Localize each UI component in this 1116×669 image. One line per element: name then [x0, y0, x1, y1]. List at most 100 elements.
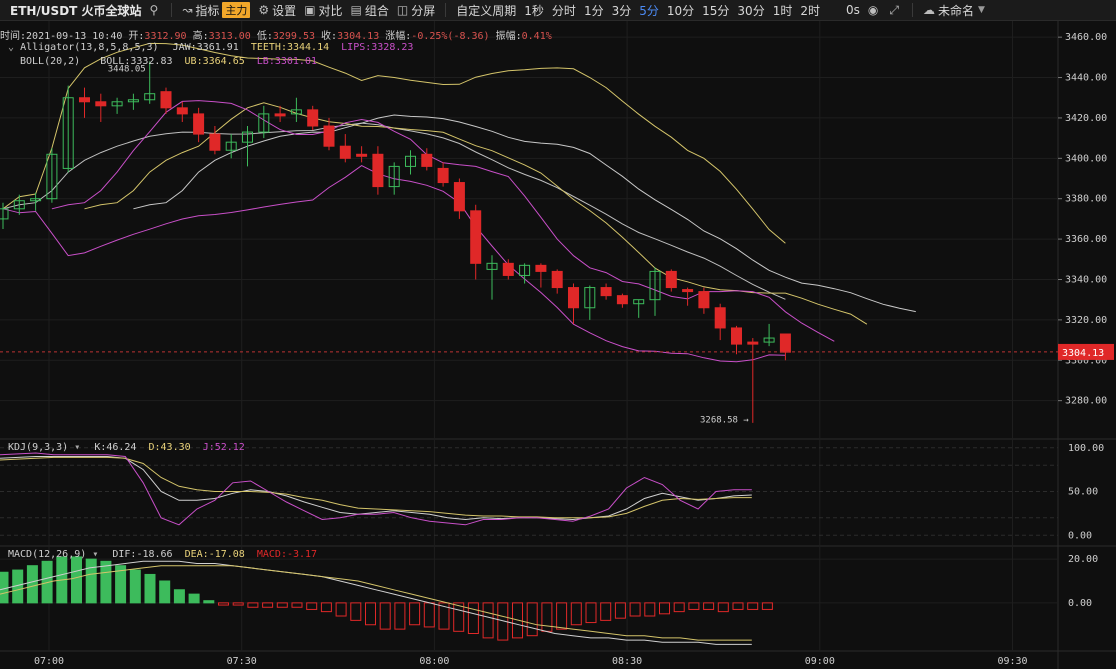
timeframe-2h[interactable]: 2时	[800, 3, 820, 18]
macd-legend: MACD(12,26,9) ▾ DIF:-18.66 DEA:-17.08 MA…	[8, 549, 317, 560]
candle-body	[519, 264, 531, 276]
candle-body	[616, 295, 628, 305]
settings-label: 设置	[272, 3, 297, 18]
macd-histogram-bar	[129, 569, 141, 604]
timeframe-1m[interactable]: 1分	[583, 3, 604, 18]
candle-body	[209, 133, 221, 151]
low-label: 低:	[256, 31, 273, 42]
alligator-teeth: TEETH:3344.14	[250, 42, 330, 53]
macd-histogram-bar	[703, 602, 715, 610]
candle-body	[290, 109, 302, 115]
kdj-menu-icon[interactable]: ▾	[74, 442, 81, 453]
timeframe-30m[interactable]: 30分	[737, 3, 765, 18]
timeframe-line[interactable]: 分时	[551, 3, 576, 18]
split-screen-label: 分屏	[411, 3, 436, 18]
macd-histogram-bar	[600, 602, 612, 621]
macd-histogram-bar	[467, 602, 479, 634]
candle-body	[13, 200, 25, 210]
boll-legend: BOLL(20,2) BOLL:3332.83 UB:3364.65 LB:33…	[20, 56, 317, 67]
macd-value: MACD:-3.17	[256, 549, 318, 560]
low-annotation: 3268.58 →	[700, 416, 749, 426]
screenshot-button[interactable]: ◉	[864, 0, 885, 20]
settings-button[interactable]: ⚙ 设置	[254, 0, 300, 20]
macd-histogram-bar	[26, 565, 38, 604]
candle-body	[437, 167, 449, 184]
kdj-d: D:43.30	[148, 442, 191, 453]
indicator-button[interactable]: ↝ 指标 主力	[178, 0, 254, 20]
timeframe-15m[interactable]: 15分	[702, 3, 730, 18]
macd-histogram-bar	[379, 602, 391, 630]
macd-histogram-bar	[247, 602, 259, 608]
macd-histogram-bar	[732, 602, 744, 610]
macd-histogram-bar	[453, 602, 465, 632]
timeframe-10m[interactable]: 10分	[666, 3, 695, 18]
kdj-tick-label: 0.00	[1068, 530, 1092, 541]
macd-dea-line	[0, 565, 752, 641]
seconds-label: 0s	[845, 3, 860, 17]
candle-body	[258, 113, 270, 133]
candle-body	[176, 107, 188, 115]
layout-cloud-button[interactable]: ☁ 未命名 ▼	[919, 0, 989, 20]
timeframe-1s[interactable]: 1秒	[524, 3, 544, 18]
seconds-button[interactable]: 0s	[842, 0, 864, 20]
kdj-tick-label: 100.00	[1068, 443, 1104, 454]
macd-histogram-bar	[291, 602, 303, 608]
candle-body	[779, 333, 791, 353]
candlestick-chart[interactable]: 3460.00 3440.00 3420.00 3400.00 3380.00 3360.…	[0, 21, 1116, 669]
alligator-name[interactable]: Alligator(13,8,5,8,5,3)	[20, 42, 159, 53]
macd-histogram-bar	[438, 602, 450, 630]
timeframe-5m[interactable]: 5分	[639, 3, 659, 18]
symbol-selector[interactable]: ETH/USDT 火币全球站	[0, 0, 146, 20]
open-value: 3312.90	[144, 31, 187, 42]
candle-body	[225, 141, 237, 151]
candle-body	[568, 287, 579, 309]
candle-body	[698, 291, 710, 309]
kdj-legend: KDJ(9,3,3) ▾ K:46.24 D:43.30 J:52.12	[8, 442, 245, 453]
macd-histogram-bar	[556, 602, 568, 630]
chevron-down-icon: ▼	[977, 5, 985, 15]
candle-body	[649, 270, 661, 301]
toolbar: ETH/USDT 火币全球站 ⚲ ↝ 指标 主力 ⚙ 设置 ▣ 对比 ▤ 组合 …	[0, 0, 1116, 21]
custom-period-button[interactable]: 自定义周期	[452, 0, 520, 20]
macd-menu-icon[interactable]: ▾	[92, 549, 99, 560]
candle-body	[160, 91, 172, 109]
price-tick-label: 3420.00	[1065, 113, 1107, 124]
compare-button[interactable]: ▣ 对比	[300, 0, 346, 20]
candle-body	[79, 97, 90, 103]
candle-body	[111, 101, 123, 107]
symbol-search-button[interactable]: ⚲	[146, 0, 166, 20]
candle-body	[682, 289, 694, 293]
macd-histogram-bar	[41, 560, 53, 604]
boll-lower-line	[2, 165, 786, 363]
candle-body	[388, 165, 400, 188]
candle-body	[665, 270, 677, 289]
macd-dif: DIF:-18.66	[112, 549, 173, 560]
boll-name[interactable]: BOLL(20,2)	[20, 56, 81, 67]
macd-histogram-bar	[482, 602, 494, 639]
candle-body	[30, 198, 42, 202]
timeframe-list: 1秒 分时 1分 3分 5分 10分 15分 30分 1时 2时	[520, 0, 824, 20]
amplitude-value: 0.41%	[521, 31, 552, 42]
kdj-name[interactable]: KDJ(9,3,3)	[8, 442, 69, 453]
split-screen-button[interactable]: ◫ 分屏	[393, 0, 439, 20]
camera-icon: ◉	[867, 3, 879, 17]
macd-histogram-bar	[159, 580, 171, 604]
combine-button[interactable]: ▤ 组合	[347, 0, 393, 20]
candle-body	[747, 341, 759, 345]
candle-body	[633, 299, 645, 305]
boll-upper-line	[2, 42, 786, 244]
timeframe-1h[interactable]: 1时	[772, 3, 793, 18]
last-price-tag	[1058, 343, 1114, 360]
timeframe-3m[interactable]: 3分	[611, 3, 632, 18]
macd-histogram-bar	[512, 602, 523, 639]
candle-body	[339, 145, 351, 159]
price-tick-label: 3400.00	[1065, 153, 1107, 164]
macd-histogram-bar	[614, 602, 626, 619]
change-value: -0.25%(-8.36)	[411, 31, 490, 42]
cloud-icon: ☁	[922, 3, 935, 17]
macd-name[interactable]: MACD(12,26,9)	[8, 549, 87, 560]
alligator-collapse-icon[interactable]: ⌄	[8, 42, 15, 53]
macd-tick-label: 0.00	[1068, 598, 1092, 609]
fullscreen-button[interactable]: ⤢	[885, 0, 906, 20]
symbol-label: ETH/USDT 火币全球站	[10, 3, 142, 18]
